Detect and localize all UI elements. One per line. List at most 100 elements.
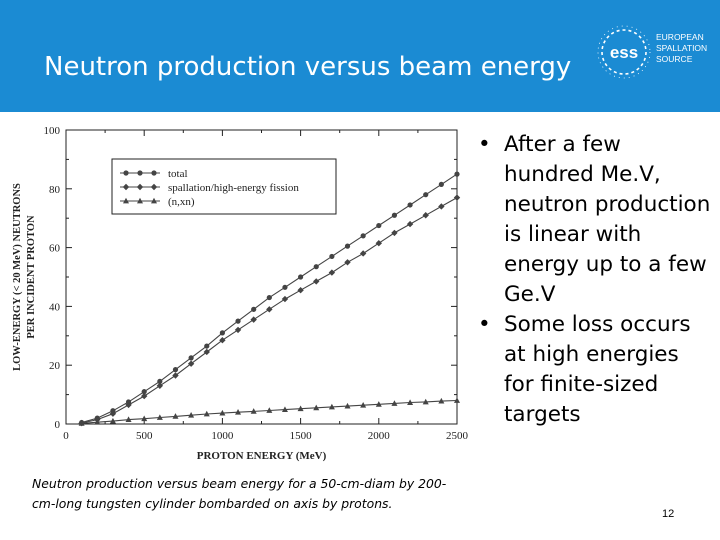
x-tick-label: 1500 bbox=[290, 430, 313, 442]
neutron-production-chart: 0 500 1000 1500 2000 2500 0 20 40 60 80 100 PROTON E… bbox=[12, 125, 469, 462]
data-point bbox=[438, 181, 444, 187]
data-point bbox=[454, 397, 460, 403]
data-point bbox=[282, 284, 288, 290]
data-point bbox=[219, 330, 225, 336]
logo-line-1: EUROPEAN bbox=[656, 32, 704, 42]
data-point bbox=[137, 197, 143, 204]
bullet-dot-icon: • bbox=[478, 132, 491, 157]
y-axis-label: PER INCIDENT PROTON bbox=[26, 215, 37, 339]
data-point bbox=[141, 392, 148, 400]
data-point bbox=[235, 409, 242, 415]
x-tick-label: 500 bbox=[136, 430, 153, 442]
y-tick-label: 40 bbox=[49, 301, 61, 313]
data-point bbox=[78, 420, 85, 426]
data-point bbox=[123, 170, 129, 176]
legend-label: (n,xn) bbox=[168, 196, 195, 208]
data-point bbox=[157, 378, 163, 384]
data-point bbox=[123, 197, 129, 204]
data-point bbox=[250, 316, 257, 323]
ess-logo-mark: ess bbox=[610, 43, 638, 62]
data-point bbox=[360, 401, 367, 408]
bullet-dot-icon: • bbox=[478, 312, 491, 337]
data-point bbox=[156, 382, 164, 389]
data-point bbox=[281, 295, 289, 303]
data-point bbox=[360, 233, 366, 239]
data-point bbox=[453, 194, 461, 201]
x-axis-label: PROTON ENERGY (MeV) bbox=[197, 450, 327, 462]
data-point bbox=[438, 397, 445, 404]
data-point bbox=[172, 372, 179, 379]
data-point bbox=[141, 389, 147, 395]
y-tick-label: 80 bbox=[49, 184, 61, 196]
data-point bbox=[313, 278, 320, 285]
data-point bbox=[281, 406, 288, 412]
data-point bbox=[359, 250, 367, 257]
page-number: 12 bbox=[662, 508, 675, 520]
data-point bbox=[251, 306, 257, 312]
data-point bbox=[422, 212, 429, 219]
y-tick-label: 60 bbox=[49, 243, 61, 255]
data-point bbox=[250, 408, 257, 414]
data-point bbox=[297, 287, 304, 294]
data-point bbox=[328, 269, 336, 276]
x-tick-label: 2000 bbox=[368, 430, 391, 442]
data-point bbox=[344, 402, 351, 409]
data-point bbox=[235, 318, 241, 324]
data-point bbox=[204, 343, 210, 349]
data-point bbox=[156, 414, 163, 420]
data-point bbox=[328, 403, 335, 410]
ess-logo-icon: ess bbox=[597, 25, 651, 79]
y-tick-label: 20 bbox=[49, 360, 61, 372]
data-point bbox=[188, 411, 195, 418]
data-point bbox=[125, 416, 132, 422]
data-point bbox=[109, 417, 116, 424]
data-point bbox=[203, 410, 210, 417]
data-point bbox=[391, 400, 398, 406]
y-axis-label: LOW-ENERGY (< 20 MeV) NEUTRONS bbox=[12, 183, 23, 371]
bullet-item: • Some loss occurs at high energies for f… bbox=[476, 310, 712, 430]
data-point bbox=[151, 170, 157, 176]
data-point bbox=[344, 243, 351, 249]
title-bar: Neutron production versus beam energy es… bbox=[0, 0, 720, 112]
data-point bbox=[187, 360, 195, 367]
ess-logo-text: EUROPEAN SPALLATION SOURCE bbox=[656, 32, 707, 65]
x-tick-label: 0 bbox=[63, 430, 69, 442]
bullet-list: • After a few hundred Me.V, neutron produ… bbox=[476, 130, 712, 430]
data-point bbox=[141, 415, 148, 422]
logo-line-3: SOURCE bbox=[656, 54, 693, 64]
data-point bbox=[376, 222, 382, 229]
data-point bbox=[297, 405, 304, 412]
data-point bbox=[137, 170, 143, 176]
ess-logo: ess EUROPEAN SPALLATION SOURCE bbox=[592, 20, 712, 84]
data-point bbox=[298, 274, 304, 280]
bullet-text: Some loss occurs at high energies for fi… bbox=[504, 312, 691, 427]
legend-label: total bbox=[168, 168, 188, 180]
data-point bbox=[391, 212, 398, 218]
data-point bbox=[150, 183, 158, 191]
data-point bbox=[172, 367, 179, 373]
data-point bbox=[438, 203, 445, 210]
data-point bbox=[375, 401, 382, 407]
legend-label: spallation/high-energy fission bbox=[168, 182, 299, 194]
data-point bbox=[391, 229, 398, 237]
data-point bbox=[407, 399, 414, 405]
data-point bbox=[219, 409, 226, 416]
figure-caption: Neutron production versus beam energy fo… bbox=[32, 476, 447, 511]
data-point bbox=[375, 239, 382, 247]
chart-area: 0 500 1000 1500 2000 2500 0 20 40 60 80 100 PROTON E… bbox=[0, 112, 470, 472]
data-point bbox=[423, 192, 429, 198]
bullet-text: After a few hundred Me.V, neutron produc… bbox=[504, 132, 711, 307]
slide-title: Neutron production versus beam energy bbox=[44, 52, 572, 82]
data-point bbox=[313, 264, 319, 270]
data-point bbox=[219, 337, 226, 344]
data-point bbox=[422, 398, 429, 405]
data-point bbox=[266, 407, 273, 413]
data-point bbox=[94, 419, 101, 425]
data-point bbox=[266, 294, 272, 301]
data-point bbox=[266, 306, 273, 313]
bullet-item: • After a few hundred Me.V, neutron produ… bbox=[476, 130, 712, 310]
data-point bbox=[172, 413, 179, 419]
data-point bbox=[188, 355, 194, 361]
data-point bbox=[454, 171, 460, 177]
data-point bbox=[125, 401, 132, 409]
